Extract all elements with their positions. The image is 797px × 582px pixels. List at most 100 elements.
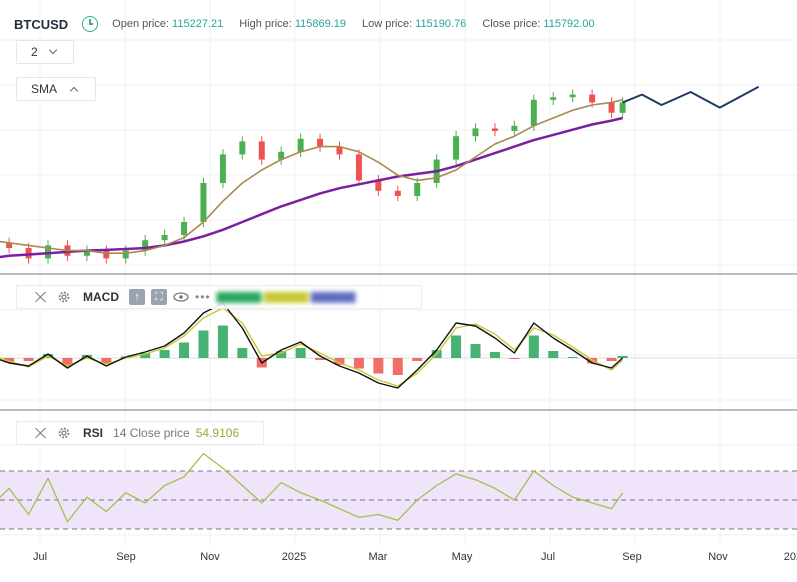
rsi-line	[0, 452, 624, 523]
macd-histogram-bar	[198, 330, 209, 358]
chevron-down-icon	[48, 45, 57, 55]
macd-panel-toolbar: MACD ↑ ⛶ ••• ███████ ███████ ███████	[16, 285, 422, 309]
candle	[103, 250, 110, 259]
candle	[278, 151, 285, 160]
candle	[491, 128, 498, 131]
high-label: High price:	[239, 18, 292, 30]
candle	[414, 183, 421, 196]
chevron-up-icon	[69, 86, 79, 96]
interval-value: 2	[31, 45, 38, 59]
macd-histogram-bar	[140, 353, 151, 358]
candle	[200, 183, 207, 222]
low-label: Low price:	[362, 18, 413, 30]
macd-histogram-bar	[470, 344, 481, 358]
macd-histogram-bar	[567, 357, 578, 358]
sma-label: SMA	[31, 82, 58, 96]
gear-icon[interactable]	[57, 426, 71, 440]
candle	[122, 250, 129, 259]
low-value: 115190.76	[415, 18, 467, 30]
macd-line	[0, 302, 624, 389]
expand-icon[interactable]: ⛶	[151, 289, 167, 305]
macd-histogram-bar	[334, 358, 345, 365]
candle	[569, 94, 576, 98]
candle	[83, 250, 90, 256]
close-label: Close price:	[482, 18, 541, 30]
x-tick-label: Mar	[368, 551, 388, 563]
macd-histogram-bar	[451, 335, 462, 358]
clock-icon[interactable]	[82, 16, 99, 32]
macd-histogram-bar	[315, 358, 326, 360]
x-tick-label: Sep	[116, 551, 136, 563]
macd-histogram-bar	[159, 350, 170, 358]
macd-histogram-bar	[295, 348, 306, 358]
macd-histogram-bar	[62, 358, 73, 365]
candle	[239, 141, 246, 155]
candle	[589, 94, 596, 103]
candle	[219, 154, 226, 183]
macd-histogram-bar	[353, 358, 364, 369]
candle	[530, 99, 537, 126]
candle	[297, 138, 304, 152]
macd-histogram-bar	[23, 358, 34, 361]
candle	[550, 97, 557, 100]
symbol-name[interactable]: BTCUSD	[14, 16, 69, 32]
candle	[336, 146, 343, 155]
x-axis: Jul Sep Nov 2025 Mar May Jul Sep Nov 2026	[0, 547, 797, 567]
sma-indicator-toggle[interactable]: SMA	[16, 77, 96, 101]
rsi-params: 14 Close price	[113, 426, 190, 440]
macd-values-blurred: ███████ ███████ ███████	[216, 292, 356, 302]
arrow-up-icon[interactable]: ↑	[129, 289, 145, 305]
candle	[258, 141, 265, 160]
macd-histogram-bar	[237, 348, 248, 358]
close-value: 115792.00	[543, 18, 595, 30]
sma-fast-line	[0, 99, 623, 254]
candle	[472, 128, 479, 137]
x-tick-label: Nov	[200, 551, 220, 563]
macd-histogram-bar	[276, 351, 287, 358]
close-icon[interactable]	[35, 291, 47, 303]
macd-histogram-bar	[528, 335, 539, 358]
rsi-panel-toolbar: RSI 14 Close price 54.9106	[16, 421, 264, 445]
macd-histogram-bar	[606, 358, 617, 361]
candle	[25, 248, 32, 259]
open-label: Open price:	[112, 18, 170, 30]
eye-icon[interactable]	[173, 292, 189, 302]
rsi-label: RSI	[83, 426, 104, 440]
macd-histogram-bar	[217, 325, 228, 358]
macd-histogram-bar	[489, 352, 500, 358]
macd-histogram-bar	[4, 358, 15, 363]
candle	[161, 235, 168, 241]
high-value: 115869.19	[294, 18, 346, 30]
macd-histogram-bar	[617, 356, 628, 358]
candle	[453, 136, 460, 160]
macd-histogram-bar	[179, 342, 190, 358]
header-bar: BTCUSD Open price: 115227.21 High price:…	[14, 14, 611, 34]
x-tick-label: Jul	[32, 551, 48, 563]
x-tick-label: Jul	[540, 551, 556, 563]
rsi-value: 54.9106	[195, 426, 240, 440]
open-value: 115227.21	[172, 18, 224, 30]
forecast-line	[622, 85, 760, 109]
macd-histogram-bar	[392, 358, 403, 375]
candle	[608, 102, 615, 113]
candle	[317, 138, 324, 147]
interval-dropdown[interactable]: 2	[16, 40, 74, 64]
candle	[619, 102, 626, 113]
macd-label: MACD	[83, 290, 119, 304]
macd-histogram-bar	[101, 358, 112, 364]
candle	[142, 240, 149, 251]
gear-icon[interactable]	[57, 290, 71, 304]
macd-histogram-bar	[373, 358, 384, 374]
sma-slow-line	[0, 116, 623, 259]
close-icon[interactable]	[35, 427, 47, 439]
x-tick-label: Nov	[708, 551, 728, 563]
candle	[375, 180, 382, 191]
candle	[511, 125, 518, 131]
candle	[355, 154, 362, 181]
candle	[394, 190, 401, 196]
candle	[181, 222, 188, 235]
more-icon[interactable]: •••	[195, 290, 211, 304]
candle	[6, 242, 13, 248]
x-tick-label: Sep	[622, 551, 642, 563]
